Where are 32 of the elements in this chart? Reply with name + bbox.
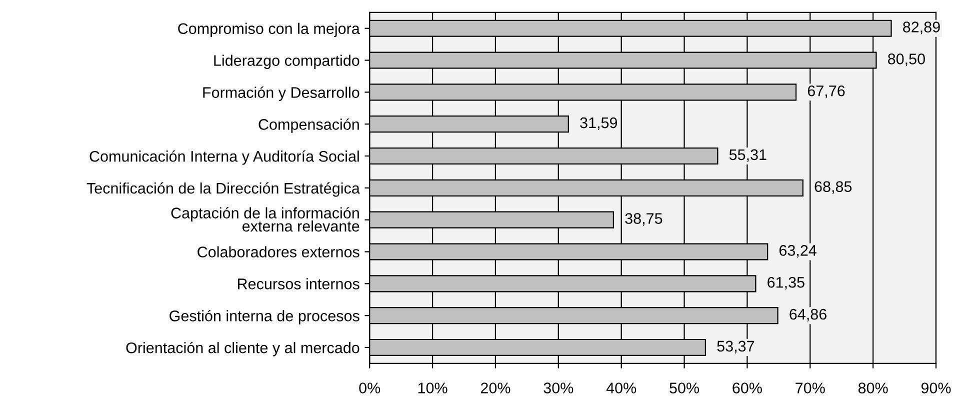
data-label: 82,89 [903, 22, 940, 34]
data-label: 64,86 [790, 308, 826, 322]
x-tick-label: 40% [606, 382, 636, 394]
data-label: 53,37 [717, 340, 754, 354]
data-label: 67,76 [808, 85, 845, 98]
y-tick-label: Liderazgo compartido [214, 54, 360, 69]
x-tick-label: 50% [670, 382, 700, 394]
x-tick-label: 30% [544, 382, 574, 394]
y-tick-label: Gestión interna de procesos [170, 310, 360, 324]
y-tick-label: Formación y Desarrollo [203, 86, 360, 101]
data-label: 80,50 [888, 54, 925, 66]
x-tick-label: 70% [796, 382, 825, 394]
y-tick-label: Comunicación Interna y Auditoría Social [90, 150, 359, 165]
data-label: 68,85 [814, 181, 852, 194]
y-tick-label: Recursos internos [238, 278, 360, 290]
data-label: 38,75 [625, 213, 662, 226]
y-tick-label: Compensación [258, 118, 359, 133]
x-tick-label: 20% [480, 382, 510, 394]
y-tick-label: Tecnificación de la Dirección Estratégica [86, 182, 360, 197]
data-label: 31,59 [580, 117, 618, 130]
x-tick-label: 80% [858, 382, 888, 394]
y-tick-label: Orientación al cliente y al mercado [126, 342, 360, 356]
x-tick-label: 90% [921, 382, 951, 394]
data-label: 63,24 [779, 245, 816, 258]
y-tick-label: Colaboradores externos [198, 246, 360, 258]
x-tick-label: 10% [418, 382, 448, 394]
y-tick-label: Compromiso con la mejora [178, 22, 360, 38]
x-tick-label: 60% [732, 382, 762, 394]
x-tick-label: 0% [359, 382, 380, 394]
data-label: 55,31 [729, 149, 766, 162]
data-label: 61,35 [768, 276, 804, 290]
y-tick-label: Captación de la información externa relevante [171, 207, 360, 232]
